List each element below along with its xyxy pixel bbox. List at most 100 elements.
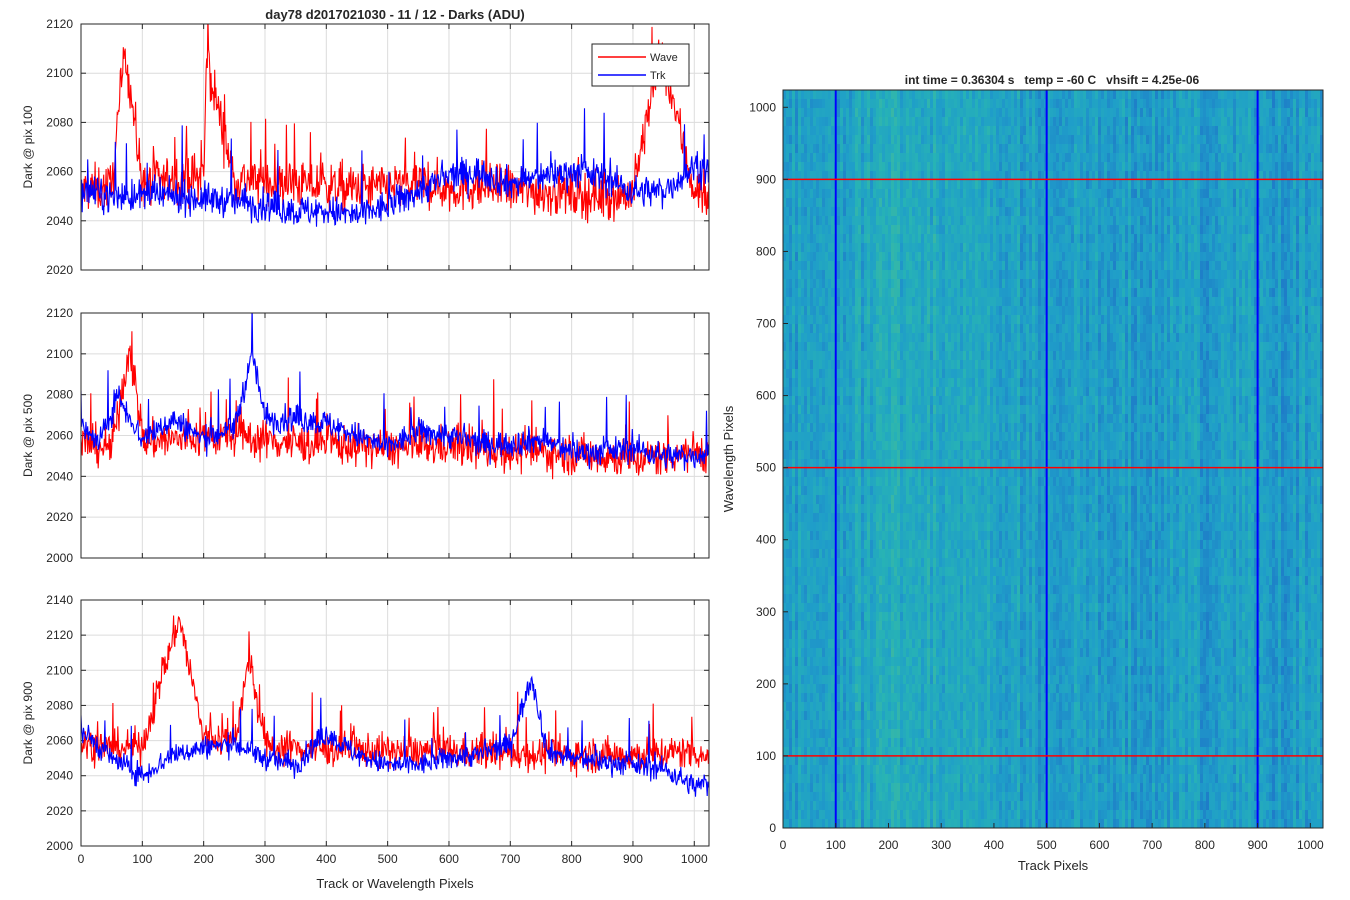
heatmap-cell — [912, 243, 916, 253]
heatmap-cell — [885, 630, 889, 640]
heatmap-cell — [891, 126, 895, 136]
heatmap-cell — [855, 540, 859, 550]
heatmap-cell — [912, 720, 916, 730]
heatmap-cell — [783, 369, 787, 379]
heatmap-cell — [948, 729, 952, 739]
heatmap-cell — [795, 585, 799, 595]
heatmap-cell — [792, 387, 796, 397]
heatmap-cell — [918, 621, 922, 631]
heatmap-cell — [837, 567, 841, 577]
heatmap-cell — [801, 513, 805, 523]
heatmap-cell — [855, 702, 859, 712]
heatmap-cell — [813, 414, 817, 424]
heatmap-cell — [936, 378, 940, 388]
heatmap-cell — [855, 108, 859, 118]
heatmap-cell — [951, 360, 955, 370]
heatmap-cell — [786, 405, 790, 415]
heatmap-cell — [873, 693, 877, 703]
heatmap-cell — [813, 279, 817, 289]
heatmap-cell — [819, 243, 823, 253]
heatmap-cell — [891, 702, 895, 712]
x-axis-label: Track or Wavelength Pixels — [316, 876, 474, 891]
heatmap-cell — [786, 738, 790, 748]
heatmap-cell — [876, 621, 880, 631]
heatmap-cell — [930, 504, 934, 514]
heatmap-cell — [882, 135, 886, 145]
heatmap-cell — [822, 342, 826, 352]
heatmap-cell — [924, 306, 928, 316]
heatmap-cell — [804, 324, 808, 334]
heatmap-cell — [828, 288, 832, 298]
heatmap-cell — [870, 207, 874, 217]
heatmap-cell — [909, 297, 913, 307]
heatmap-cell — [927, 135, 931, 145]
heatmap-cell — [840, 711, 844, 721]
heatmap-cell — [846, 648, 850, 658]
heatmap-cell — [870, 657, 874, 667]
heatmap-cell — [864, 324, 868, 334]
heatmap-cell — [951, 810, 955, 820]
heatmap-cell — [891, 747, 895, 757]
heatmap-cell — [783, 243, 787, 253]
heatmap-cell — [873, 504, 877, 514]
heatmap-cell — [783, 477, 787, 487]
legend[interactable]: Wave Trk — [591, 43, 690, 87]
heatmap-cell — [819, 144, 823, 154]
heatmap-cell — [873, 99, 877, 109]
heatmap-cell — [849, 405, 853, 415]
heatmap-cell — [840, 450, 844, 460]
heatmap-cell — [882, 324, 886, 334]
heatmap-cell — [957, 180, 961, 190]
heatmap-cell — [801, 414, 805, 424]
heatmap-cell — [912, 585, 916, 595]
heatmap-cell — [795, 306, 799, 316]
heatmap-cell — [924, 531, 928, 541]
heatmap-cell — [819, 738, 823, 748]
heatmap-cell — [882, 729, 886, 739]
heatmap-cell — [861, 162, 865, 172]
heatmap-cell — [873, 720, 877, 730]
heatmap-cell — [903, 693, 907, 703]
heatmap-cell — [864, 117, 868, 127]
heatmap-cell — [831, 792, 835, 802]
heatmap-cell — [936, 639, 940, 649]
heatmap-cell — [828, 756, 832, 766]
heatmap-cell — [789, 324, 793, 334]
heatmap-cell — [894, 819, 898, 829]
heatmap-cell — [909, 693, 913, 703]
heatmap-cell — [816, 342, 820, 352]
heatmap-cell — [831, 315, 835, 325]
heatmap-cell — [876, 657, 880, 667]
heatmap-cell — [858, 450, 862, 460]
heatmap-cell — [897, 648, 901, 658]
heatmap-cell — [837, 558, 841, 568]
heatmap-cell — [789, 432, 793, 442]
heatmap-cell — [864, 639, 868, 649]
heatmap-cell — [840, 261, 844, 271]
heatmap-cell — [798, 207, 802, 217]
heatmap-cell — [825, 216, 829, 226]
heatmap-cell — [864, 225, 868, 235]
heatmap-cell — [831, 495, 835, 505]
heatmap-cell — [864, 234, 868, 244]
heatmap-cell — [951, 495, 955, 505]
heatmap-cell — [831, 540, 835, 550]
heatmap-cell — [819, 99, 823, 109]
heatmap-cell — [933, 783, 937, 793]
heatmap-cell — [807, 630, 811, 640]
heatmap-cell — [822, 297, 826, 307]
heatmap-cell — [939, 738, 943, 748]
heatmap-cell — [918, 675, 922, 685]
heatmap-cell — [921, 792, 925, 802]
heatmap-cell — [837, 531, 841, 541]
heatmap-cell — [801, 153, 805, 163]
heatmap-cell — [837, 387, 841, 397]
heatmap-cell — [807, 351, 811, 361]
heatmap-cell — [846, 486, 850, 496]
heatmap-cell — [951, 216, 955, 226]
heatmap-cell — [798, 540, 802, 550]
heatmap-cell — [888, 702, 892, 712]
heatmap-cell — [837, 225, 841, 235]
heatmap-cell — [939, 180, 943, 190]
heatmap-cell — [900, 297, 904, 307]
